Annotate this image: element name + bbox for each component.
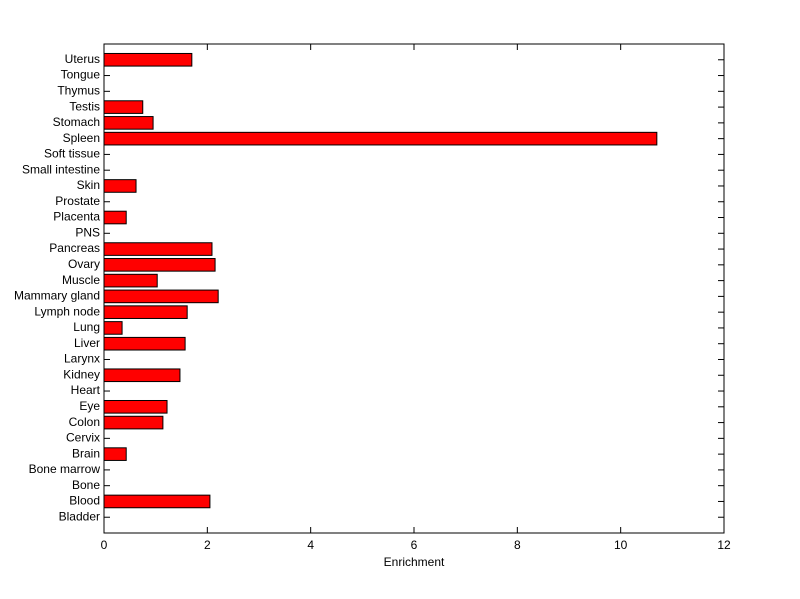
bar bbox=[103, 399, 168, 414]
bar bbox=[103, 116, 154, 130]
y-tick-label: Eye bbox=[79, 399, 100, 413]
y-tick-label: Bone marrow bbox=[29, 462, 101, 476]
bar bbox=[103, 336, 186, 351]
bar bbox=[103, 321, 123, 335]
y-tick-label: Kidney bbox=[63, 367, 100, 381]
bar bbox=[103, 179, 137, 193]
bar bbox=[103, 52, 193, 67]
y-tick-label: Brain bbox=[72, 446, 100, 460]
bar bbox=[103, 289, 219, 304]
bar bbox=[103, 305, 188, 319]
y-tick-label: Stomach bbox=[53, 115, 100, 129]
y-tick-label: Ovary bbox=[68, 257, 100, 271]
y-tick-label: Uterus bbox=[65, 52, 100, 66]
y-tick-label: Liver bbox=[74, 336, 100, 350]
y-tick-label: Skin bbox=[77, 178, 100, 192]
bar bbox=[103, 258, 216, 272]
y-tick-label: Heart bbox=[71, 383, 101, 397]
x-tick-label: 6 bbox=[411, 538, 418, 552]
bar bbox=[103, 415, 164, 430]
y-tick-label: Small intestine bbox=[22, 162, 100, 176]
x-tick-label: 0 bbox=[101, 538, 108, 552]
y-tick-label: Colon bbox=[69, 415, 100, 429]
bar bbox=[103, 210, 127, 225]
y-tick-label: Pancreas bbox=[49, 241, 100, 255]
y-tick-label: Lung bbox=[73, 320, 100, 334]
x-tick-label: 12 bbox=[717, 538, 731, 552]
bar bbox=[103, 273, 158, 288]
bar bbox=[103, 131, 658, 146]
y-tick-label: Placenta bbox=[53, 210, 100, 224]
bar bbox=[103, 494, 211, 509]
plot-frame bbox=[103, 43, 725, 534]
y-tick-label: Bladder bbox=[59, 509, 100, 523]
y-tick-label: Prostate bbox=[55, 194, 100, 208]
y-tick-label: Mammary gland bbox=[14, 289, 100, 303]
y-tick-label: Cervix bbox=[66, 431, 100, 445]
y-tick-label: Spleen bbox=[63, 131, 100, 145]
y-tick-label: Tongue bbox=[61, 68, 101, 82]
y-tick-label: Blood bbox=[69, 494, 100, 508]
y-tick-label: Larynx bbox=[64, 352, 100, 366]
x-tick-label: 10 bbox=[614, 538, 628, 552]
x-tick-label: 2 bbox=[204, 538, 211, 552]
y-tick-label: PNS bbox=[75, 225, 100, 239]
y-tick-label: Bone bbox=[72, 478, 100, 492]
x-tick-label: 8 bbox=[514, 538, 521, 552]
y-tick-label: Muscle bbox=[62, 273, 100, 287]
bar bbox=[103, 368, 181, 383]
y-tick-label: Soft tissue bbox=[44, 147, 100, 161]
x-tick-label: 4 bbox=[307, 538, 314, 552]
y-tick-label: Lymph node bbox=[34, 304, 100, 318]
x-axis-label: Enrichment bbox=[384, 555, 445, 569]
bar bbox=[103, 242, 213, 256]
y-tick-label: Testis bbox=[69, 99, 100, 113]
y-tick-label: Thymus bbox=[57, 83, 100, 97]
bar bbox=[103, 100, 144, 114]
bar bbox=[103, 447, 127, 461]
